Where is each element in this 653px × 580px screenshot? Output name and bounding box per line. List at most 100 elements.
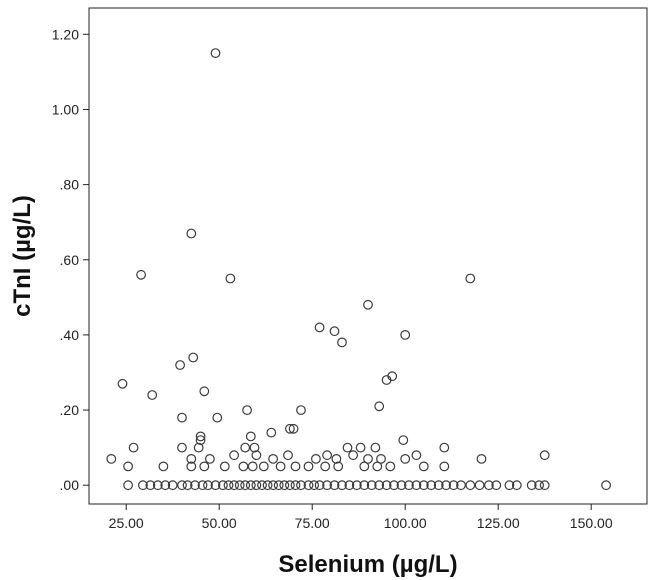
data-point xyxy=(195,435,206,446)
data-point xyxy=(186,228,197,239)
data-point xyxy=(186,461,197,472)
data-point xyxy=(223,480,234,491)
data-point xyxy=(439,461,450,472)
data-point xyxy=(314,322,325,333)
x-tick-label: 75.00 xyxy=(295,515,330,531)
data-point xyxy=(229,480,240,491)
y-axis: .00 .20 .40 .60 .80 1.00 1.20 xyxy=(52,26,89,493)
data-point xyxy=(411,480,422,491)
y-tick-label: .00 xyxy=(60,477,80,493)
data-point xyxy=(311,454,321,464)
data-point xyxy=(337,480,347,491)
data-point xyxy=(229,450,240,461)
data-point xyxy=(123,461,134,472)
data-point xyxy=(251,480,262,491)
data-point xyxy=(195,431,206,442)
data-point xyxy=(539,480,550,491)
data-point xyxy=(249,442,260,453)
data-point xyxy=(389,480,399,491)
data-point xyxy=(266,427,277,438)
data-point xyxy=(474,480,485,491)
data-point xyxy=(147,390,158,400)
data-point xyxy=(385,461,396,472)
data-point xyxy=(279,480,290,491)
data-point xyxy=(158,461,169,472)
data-point xyxy=(245,480,256,491)
data-point xyxy=(374,480,385,491)
data-point xyxy=(439,442,450,453)
data-point xyxy=(411,450,422,461)
data-point xyxy=(396,480,407,491)
data-point xyxy=(268,480,279,491)
data-point xyxy=(290,480,301,491)
x-tick-label: 100.00 xyxy=(384,515,427,531)
data-point xyxy=(337,337,347,348)
data-point xyxy=(418,461,429,472)
data-point xyxy=(177,442,187,453)
y-tick-label: .40 xyxy=(60,327,80,343)
data-point xyxy=(258,461,269,472)
data-point xyxy=(601,480,611,491)
data-point xyxy=(381,375,392,385)
data-point xyxy=(182,480,193,491)
data-point xyxy=(106,454,117,464)
data-point xyxy=(539,450,550,461)
data-point xyxy=(448,480,459,491)
data-point xyxy=(333,461,344,472)
data-point xyxy=(245,431,256,442)
data-point xyxy=(175,360,186,370)
data-point xyxy=(309,480,320,491)
x-tick-label: 25.00 xyxy=(109,515,144,531)
data-point xyxy=(275,461,286,472)
data-point xyxy=(322,450,333,461)
data-point xyxy=(177,412,187,423)
data-point xyxy=(511,480,522,491)
data-point xyxy=(303,480,314,491)
data-point xyxy=(348,450,359,461)
plot-frame xyxy=(88,7,648,505)
data-point xyxy=(359,461,370,472)
data-point xyxy=(344,480,355,491)
data-point xyxy=(160,480,171,491)
data-point xyxy=(441,480,452,491)
data-point xyxy=(247,461,258,472)
data-point xyxy=(290,461,301,472)
data-point xyxy=(240,442,251,453)
data-point xyxy=(314,480,325,491)
data-point xyxy=(186,454,197,464)
data-point xyxy=(212,412,223,423)
data-point xyxy=(128,442,139,453)
data-point xyxy=(217,480,228,491)
data-point xyxy=(288,423,299,434)
data-point xyxy=(418,480,429,491)
x-tick-label: 125.00 xyxy=(477,515,520,531)
data-point xyxy=(190,480,200,491)
data-point xyxy=(476,454,487,464)
data-point xyxy=(363,299,373,310)
data-point xyxy=(370,442,381,453)
data-point xyxy=(219,461,230,472)
data-point xyxy=(197,480,208,491)
data-point xyxy=(167,480,178,491)
data-point xyxy=(188,352,199,363)
data-point xyxy=(242,405,253,416)
data-point xyxy=(342,442,353,453)
data-point xyxy=(534,480,544,491)
data-point xyxy=(251,450,262,461)
data-point xyxy=(398,435,409,446)
data-point xyxy=(329,326,340,337)
data-point xyxy=(433,480,444,491)
data-point xyxy=(426,480,437,491)
data-point xyxy=(456,480,466,491)
data-point xyxy=(351,480,362,491)
data-point xyxy=(404,480,414,491)
data-point xyxy=(257,480,267,491)
data-point xyxy=(504,480,515,491)
data-point xyxy=(210,480,221,491)
data-point xyxy=(268,454,279,464)
data-point xyxy=(199,461,210,472)
data-points xyxy=(106,48,611,491)
data-point xyxy=(484,480,494,491)
data-point xyxy=(374,401,385,412)
